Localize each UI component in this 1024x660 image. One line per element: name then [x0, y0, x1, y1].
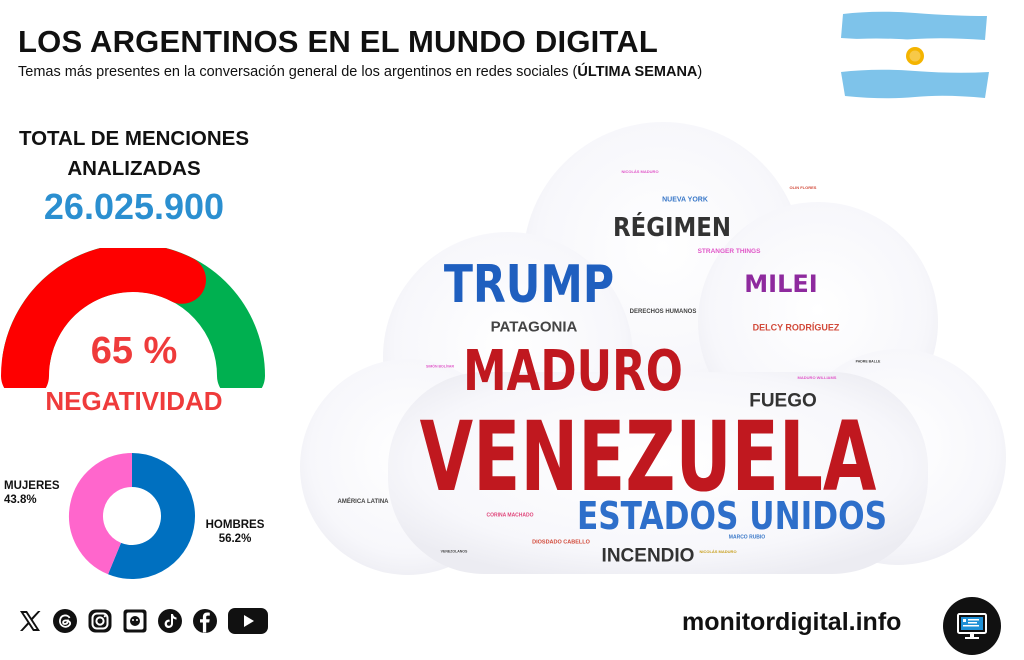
gender-donut-chart: [69, 453, 195, 579]
site-url[interactable]: monitordigital.info: [682, 608, 902, 636]
word-marco-rubio: MARCO RUBIO: [728, 534, 766, 541]
gauge-negative-arc: [1, 248, 206, 388]
digital-icon[interactable]: [121, 607, 149, 635]
donut-slice-women: [69, 453, 133, 575]
men-value: 56.2%: [218, 533, 252, 545]
cloud-shape: [300, 122, 1006, 575]
donut-slice-men: [108, 453, 195, 579]
word-nicolas-maduro-pink: NICOLÁS MADURO: [621, 169, 659, 174]
facebook-icon[interactable]: [191, 607, 219, 635]
word-venezuela: VENEZUELA: [419, 401, 877, 513]
word-america-latina: AMÉRICA LATINA: [337, 499, 389, 505]
argentina-flag-icon: [839, 11, 989, 99]
word-milei: MILEI: [744, 270, 818, 298]
word-venezolanos: VENEZOLANOS: [440, 549, 468, 554]
page-title: LOS ARGENTINOS EN EL MUNDO DIGITAL: [18, 24, 659, 59]
word-maduro-williams: MADURO WILLIAMS: [797, 375, 837, 380]
women-label: MUJERES: [4, 480, 60, 492]
word-patagonia: PATAGONIA: [490, 318, 578, 336]
total-mentions-value: 26.025.900: [43, 186, 225, 227]
word-delcy-rodriguez: DELCY RODRÍGUEZ: [752, 322, 840, 333]
negativity-label: NEGATIVIDAD: [45, 386, 223, 416]
men-label: HOMBRES: [205, 519, 265, 531]
word-diosdado-cabello: DIOSDADO CABELLO: [532, 539, 590, 546]
word-simon-bolivar: SIMÓN BOLÍVAR: [426, 364, 454, 369]
subtitle-close: ): [697, 64, 703, 80]
word-cloud: VENEZUELA MADURO TRUMP ESTADOS UNIDOS RÉ…: [288, 122, 1008, 592]
women-share-label: MUJERES 43.8%: [4, 479, 64, 507]
word-nueva-york: NUEVA YORK: [662, 196, 708, 204]
youtube-icon[interactable]: [226, 607, 270, 635]
monitor-icon[interactable]: [943, 597, 1001, 655]
subtitle-text: Temas más presentes en la conversación g…: [18, 64, 578, 80]
negativity-gauge: [1, 248, 266, 388]
word-olin-flores: OLIN FLORES: [789, 185, 817, 190]
tiktok-icon[interactable]: [156, 607, 184, 635]
social-icons: [16, 607, 270, 635]
page-subtitle: Temas más presentes en la conversación g…: [18, 64, 702, 80]
word-maduro: MADURO: [463, 339, 683, 404]
negativity-percent: 65 %: [90, 330, 178, 372]
x-icon[interactable]: [16, 607, 44, 635]
word-regimen: RÉGIMEN: [612, 213, 732, 243]
total-mentions-label: TOTAL DE MENCIONES ANALIZADAS: [18, 127, 250, 180]
instagram-icon[interactable]: [86, 607, 114, 635]
word-corina-machado: CORINA MACHADO: [486, 512, 534, 519]
word-nicolas-maduro-gold: NICOLÁS MADURO: [699, 549, 737, 554]
men-share-label: HOMBRES 56.2%: [200, 518, 270, 546]
word-incendio: INCENDIO: [601, 545, 695, 567]
women-value: 43.8%: [4, 494, 37, 506]
word-derechos-humanos: DERECHOS HUMANOS: [629, 309, 697, 315]
subtitle-period: ÚLTIMA SEMANA: [577, 64, 698, 80]
word-padre-balle: PADRE BALLE: [855, 359, 881, 364]
word-estados-unidos: ESTADOS UNIDOS: [576, 494, 888, 538]
word-fuego: FUEGO: [749, 390, 817, 412]
threads-icon[interactable]: [51, 607, 79, 635]
word-trump: TRUMP: [443, 255, 615, 315]
word-stranger-things: STRANGER THINGS: [697, 247, 761, 255]
